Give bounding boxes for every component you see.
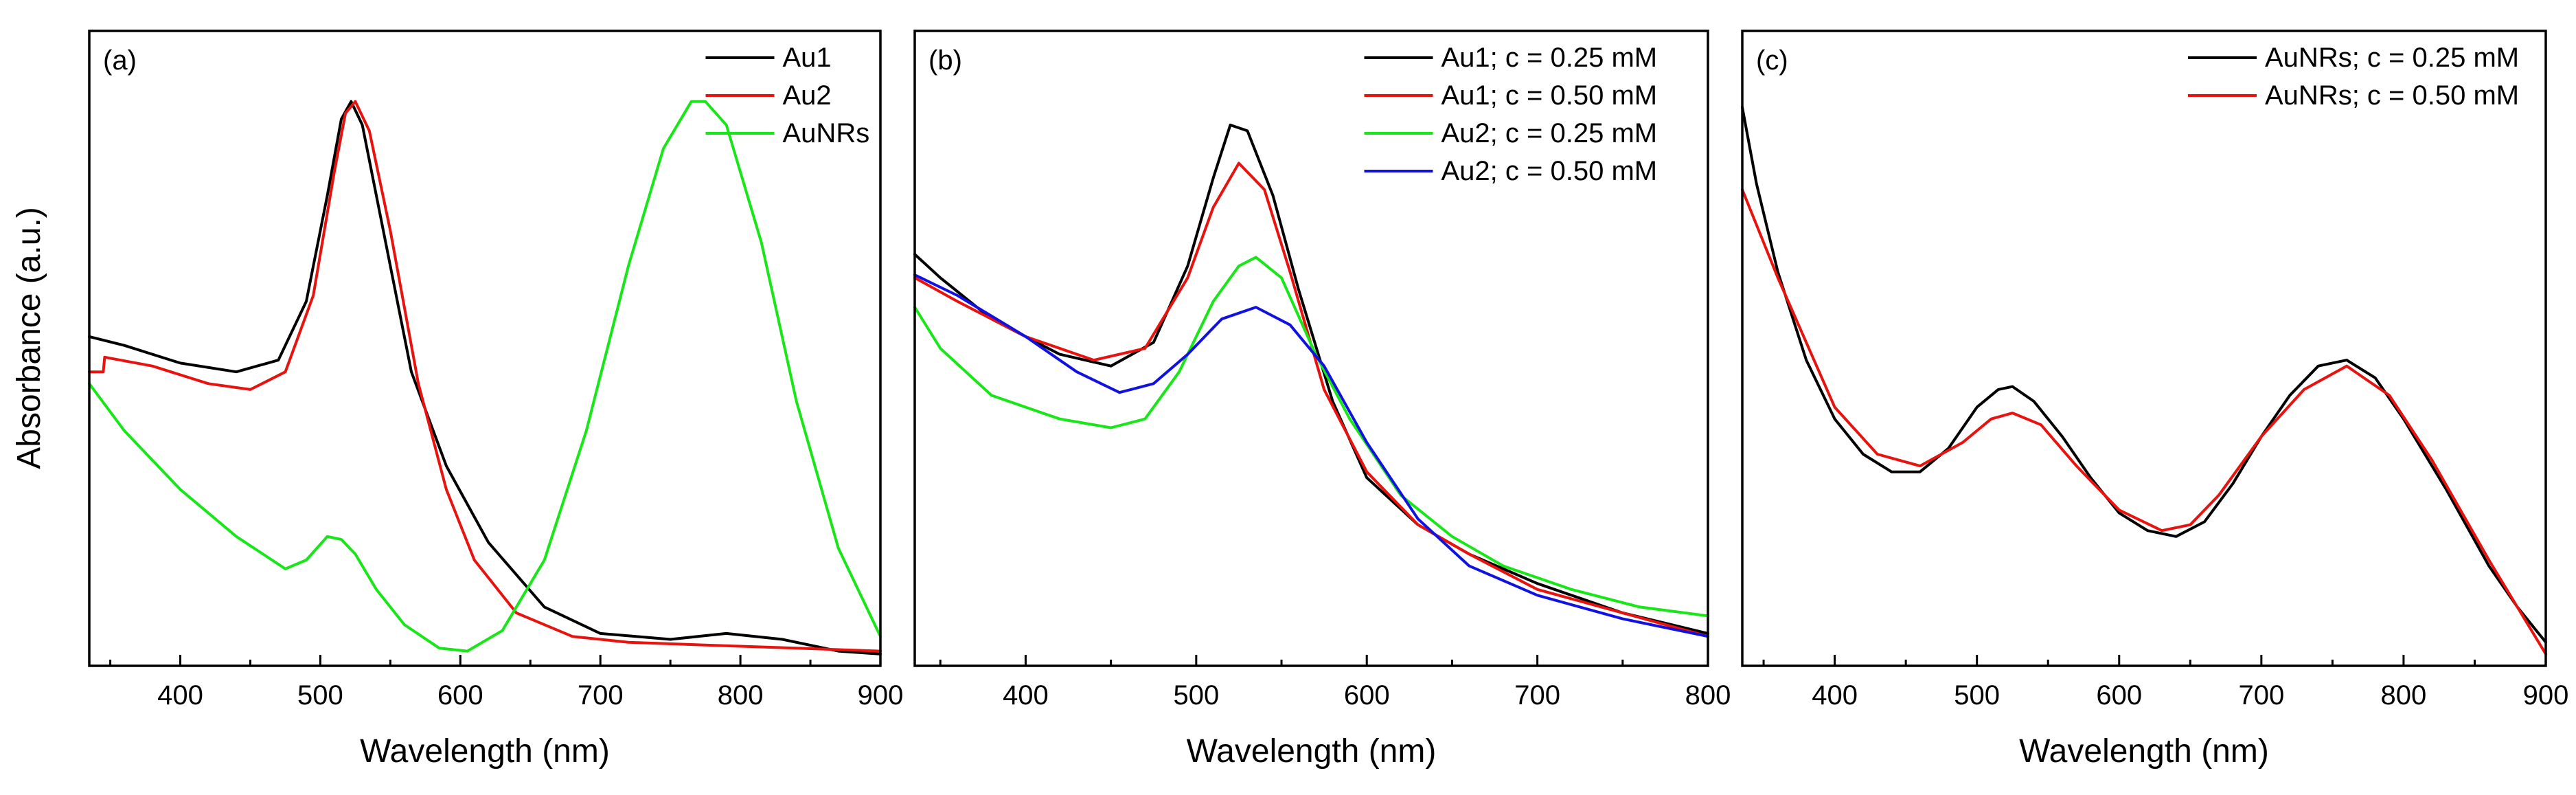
x-tick-label: 700 — [2238, 680, 2284, 710]
series-line-4 — [913, 273, 1709, 638]
x-tick-label: 400 — [1812, 680, 1858, 710]
legend-label: Au2 — [783, 80, 832, 111]
series-line-1 — [88, 100, 882, 656]
x-tick-label: 500 — [297, 680, 343, 710]
panel-tag: (c) — [1756, 45, 1788, 76]
panel-c: 400 500 600 700 800 900 Wavelength (nm) (c) AuNR… — [1741, 30, 2569, 770]
x-tick-label: 500 — [1173, 680, 1219, 710]
x-tick-label: 900 — [858, 680, 904, 710]
x-tick-label: 400 — [1003, 680, 1049, 710]
series-line-1 — [913, 123, 1709, 635]
panel-tag: (b) — [928, 45, 962, 76]
legend-label: Au1; c = 0.50 mM — [1441, 80, 1658, 111]
x-tick-label: 800 — [1685, 680, 1731, 710]
x-tick-label: 600 — [437, 680, 483, 710]
plot-frame — [1741, 30, 2547, 667]
series-line-2 — [1741, 188, 2547, 656]
x-tick-label: 800 — [718, 680, 764, 710]
series-line-3 — [913, 256, 1709, 618]
x-tick-label: 600 — [1344, 680, 1390, 710]
x-axis-label: Wavelength (nm) — [2019, 733, 2269, 770]
panel-a: 400 500 600 700 800 900 Wavelength (nm) (a) Au1 A… — [88, 30, 904, 770]
legend-label: AuNRs — [783, 118, 870, 148]
legend-label: Au1; c = 0.25 mM — [1441, 43, 1658, 73]
legend-label: AuNRs; c = 0.50 mM — [2265, 80, 2519, 111]
legend-label: Au2; c = 0.25 mM — [1441, 118, 1658, 148]
x-tick-label: 600 — [2096, 680, 2142, 710]
x-axis-label: Wavelength (nm) — [360, 733, 610, 770]
series-line-2 — [913, 161, 1709, 638]
x-tick-label: 800 — [2381, 680, 2427, 710]
x-axis-label: Wavelength (nm) — [1187, 733, 1437, 770]
y-axis-label: Absorbance (a.u.) — [11, 207, 47, 469]
plot-frame — [88, 30, 882, 667]
legend-label: Au2; c = 0.50 mM — [1441, 156, 1658, 186]
x-tick-label: 700 — [578, 680, 624, 710]
x-tick-label: 400 — [157, 680, 203, 710]
series-line-1 — [1741, 106, 2547, 644]
x-tick-label: 500 — [1954, 680, 2000, 710]
series-line-2 — [88, 100, 882, 653]
x-tick-label: 900 — [2523, 680, 2569, 710]
panel-tag: (a) — [103, 45, 137, 76]
x-tick-label: 700 — [1514, 680, 1560, 710]
legend-label: AuNRs; c = 0.25 mM — [2265, 43, 2519, 73]
panel-b: 400 500 600 700 800 Wavelength (nm) (b) Au1; c … — [913, 30, 1731, 770]
legend-label: Au1 — [783, 43, 832, 73]
plot-frame — [913, 30, 1709, 667]
series-line-3 — [88, 100, 882, 653]
